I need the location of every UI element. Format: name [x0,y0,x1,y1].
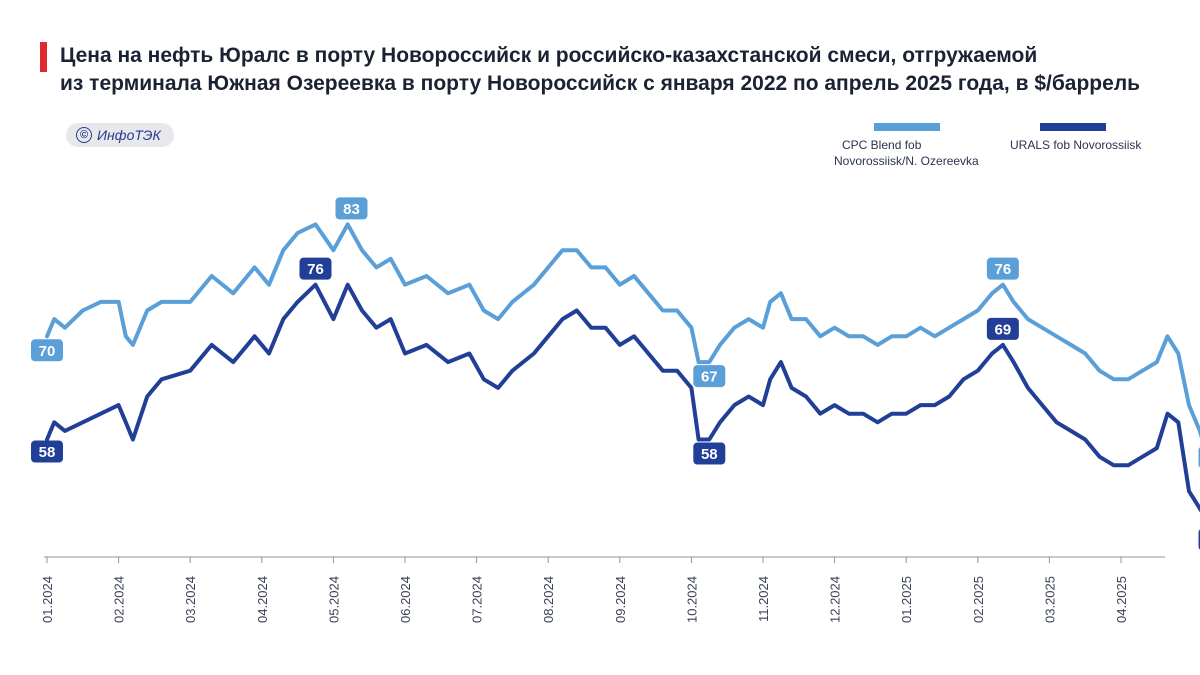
data-label-text: 67 [701,369,718,386]
chart-title-line-2: из терминала Южная Озереевка в порту Нов… [60,72,1141,95]
x-tick-label: 06.2024 [398,576,413,623]
series-line-cpc [45,222,1200,439]
title-accent-bar [40,42,47,72]
data-label-text: 76 [995,261,1012,278]
chart-title-line-1: Цена на нефть Юралс в порту Новороссийск… [60,44,1038,67]
legend-item-urals: URALS fob Novorossiisk [1010,123,1141,153]
legend-label-cpc-2: Novorossiisk/N. Ozereevka [834,154,979,168]
legend-swatch-cpc [874,123,940,131]
brand-label: ИнфоТЭК [97,127,161,143]
data-label-text: 70 [39,343,56,360]
data-label-text: 58 [39,444,56,461]
data-label-text: 69 [995,321,1012,338]
legend-item-cpc: CPC Blend fob Novorossiisk/N. Ozereevka [834,123,979,169]
data-label-box [986,257,1019,280]
data-label: 76 [986,257,1019,280]
series-line-urals [45,282,1200,513]
x-tick-label: 02.2024 [112,576,127,623]
x-tick-label: 02.2025 [971,576,986,623]
x-tick-label: 03.2025 [1042,576,1057,623]
chart-title: Цена на нефть Юралс в порту Новороссийск… [60,42,1180,98]
data-label-text: 83 [343,201,360,218]
data-label-box [299,257,332,280]
data-label: 70 [31,339,63,362]
data-label: 76 [299,257,332,280]
legend-label-urals: URALS fob Novorossiisk [1010,138,1142,152]
x-tick-label: 03.2024 [183,576,198,623]
data-label-box [986,317,1019,340]
legend-swatch-urals [1040,123,1106,131]
data-label-box [693,442,726,465]
data-label: 69 [986,317,1019,340]
data-label-box [335,197,368,220]
copyright-icon: © [76,127,92,143]
legend-label-cpc-1: CPC Blend fob [842,138,922,152]
x-tick-label: 01.2025 [899,576,914,623]
data-label-text: 76 [307,261,324,278]
x-tick-label: 05.2024 [326,576,341,623]
data-label-box [31,440,63,463]
data-label-box [31,339,63,362]
x-tick-label: 04.2025 [1114,576,1129,623]
x-tick-label: 10.2024 [684,576,699,623]
data-label: 67 [693,365,726,388]
x-tick-label: 07.2024 [470,576,485,623]
data-label: 83 [335,197,368,220]
x-tick-label: 01.2024 [40,576,55,623]
x-tick-label: 08.2024 [541,576,556,623]
brand-badge: © ИнфоТЭК [66,123,174,147]
data-label-text: 58 [701,446,718,463]
x-tick-label: 04.2024 [255,576,270,623]
data-label: 58 [31,440,63,463]
x-tick-label: 11.2024 [756,576,771,622]
data-label: 58 [693,442,726,465]
x-tick-label: 12.2024 [828,576,843,623]
data-label-box [693,365,726,388]
x-tick-label: 09.2024 [613,576,628,623]
